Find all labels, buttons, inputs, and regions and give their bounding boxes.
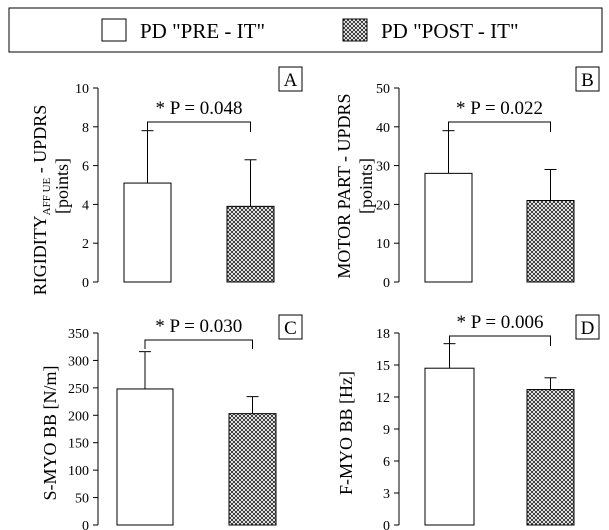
legend-label-pre: PD "PRE - IT"	[140, 19, 265, 43]
panel-letter-box-d	[575, 314, 600, 340]
y-tick-label-a: 4	[82, 198, 89, 213]
significance-bracket-c	[144, 339, 253, 349]
y-axis-label-a: RIGIDITYAFF UE - UPDRS	[30, 105, 53, 296]
y-axis-label-a-main: RIGIDITY	[30, 215, 50, 295]
y-axis-label-c: S-MYO BB [N/m]	[40, 365, 60, 500]
y-axis-label-a-sub: AFF UE	[41, 177, 53, 215]
legend-swatch-pre	[101, 18, 127, 42]
y-tick-label-d: 0	[383, 519, 390, 530]
y-tick-label-d: 9	[383, 423, 390, 438]
significance-bracket-a	[147, 121, 251, 132]
p-value-annotation-a: * P = 0.048	[155, 98, 242, 119]
y-tick-label-c: 350	[68, 327, 89, 342]
y-tick-label-d: 12	[376, 391, 390, 406]
legend-swatch-post	[342, 18, 368, 42]
y-axis-label-b-line2: [points]	[356, 158, 376, 214]
y-tick-label-a: 6	[82, 160, 89, 175]
y-tick-label-d: 3	[383, 487, 390, 502]
panel-letter-box-c	[278, 314, 303, 340]
panel-letter-box-a	[278, 66, 303, 92]
bar-post-d	[526, 389, 575, 526]
legend: PD "PRE - IT" PD "POST - IT"	[8, 7, 603, 53]
bar-pre-b	[424, 172, 473, 283]
y-tick-label-c: 150	[68, 437, 89, 452]
y-tick-label-c: 250	[68, 382, 89, 397]
bar-post-b	[526, 200, 575, 283]
bar-pre-d	[424, 367, 475, 526]
p-value-annotation-c: * P = 0.030	[155, 316, 242, 337]
y-tick-label-c: 300	[68, 354, 89, 369]
significance-bracket-d	[449, 335, 551, 346]
y-tick-label-b: 20	[376, 198, 390, 213]
y-tick-label-d: 18	[376, 327, 390, 342]
y-axis-label-b: MOTOR PART - UPDRS	[334, 93, 354, 278]
y-tick-label-c: 50	[75, 492, 89, 507]
y-tick-label-b: 0	[383, 276, 390, 291]
panel-d: F-MYO BB [Hz] 0 3 6 9 12 15 18 * P = 0.006 D	[336, 312, 600, 530]
y-tick-label-c: 0	[82, 519, 89, 530]
y-tick-label-b: 50	[376, 82, 390, 97]
panel-b: MOTOR PART - UPDRS [points] 0 10 20 30 40 50 *…	[334, 66, 600, 291]
y-axis-label-a-line2: [points]	[52, 158, 72, 214]
y-tick-label-a: 8	[82, 121, 89, 136]
y-tick-label-b: 40	[376, 121, 390, 136]
y-tick-label-d: 6	[383, 455, 390, 470]
bar-pre-c	[116, 388, 174, 526]
y-tick-label-c: 200	[68, 409, 89, 424]
legend-label-post: PD "POST - IT"	[381, 19, 519, 43]
p-value-annotation-d: * P = 0.006	[456, 312, 543, 333]
y-tick-label-c: 100	[68, 464, 89, 479]
panel-a: RIGIDITYAFF UE - UPDRS [points] 0 2 4 6 8 10 *…	[30, 66, 303, 296]
y-tick-label-b: 30	[376, 160, 390, 175]
panel-letter-d: D	[581, 318, 595, 339]
panel-c: S-MYO BB [N/m] 0 50 100 150 200 250 300 350 * P …	[40, 314, 303, 530]
y-tick-label-a: 0	[82, 276, 89, 291]
bar-post-c	[228, 413, 277, 526]
y-tick-label-a: 10	[75, 82, 89, 97]
y-tick-label-d: 15	[376, 359, 390, 374]
significance-bracket-b	[448, 121, 551, 132]
y-axis-label-d: F-MYO BB [Hz]	[336, 371, 356, 495]
panel-letter-a: A	[284, 70, 298, 91]
bar-pre-a	[123, 182, 172, 283]
y-axis-label-a-rest: - UPDRS	[30, 105, 50, 178]
y-tick-label-a: 2	[82, 237, 89, 252]
y-tick-label-b: 10	[376, 237, 390, 252]
p-value-annotation-b: * P = 0.022	[456, 98, 543, 119]
panel-letter-box-b	[575, 66, 600, 92]
panel-letter-c: C	[284, 318, 297, 339]
bar-post-a	[226, 205, 275, 283]
panel-letter-b: B	[581, 70, 594, 91]
